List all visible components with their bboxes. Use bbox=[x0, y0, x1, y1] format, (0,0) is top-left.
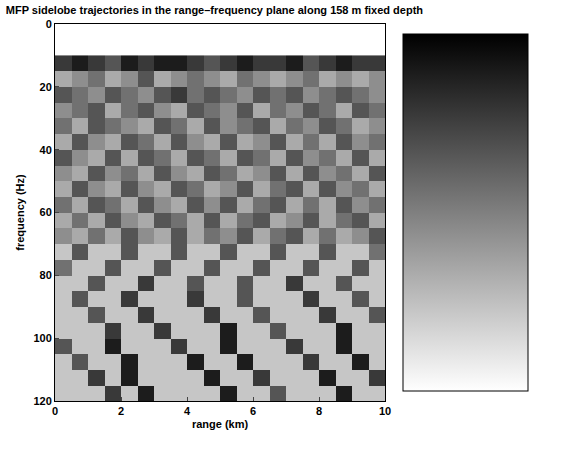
svg-text:10: 10 bbox=[379, 405, 391, 417]
svg-text:80: 80 bbox=[40, 269, 52, 281]
svg-text:40: 40 bbox=[40, 144, 52, 156]
svg-text:0: 0 bbox=[52, 405, 58, 417]
svg-text:6: 6 bbox=[250, 405, 256, 417]
svg-text:20: 20 bbox=[40, 81, 52, 93]
svg-text:120: 120 bbox=[33, 395, 51, 407]
svg-text:8: 8 bbox=[316, 405, 322, 417]
svg-text:100: 100 bbox=[33, 332, 51, 344]
svg-text:MFP sidelobe trajectories in t: MFP sidelobe trajectories in the range–f… bbox=[6, 4, 424, 16]
svg-text:range (km): range (km) bbox=[192, 418, 249, 430]
svg-text:frequency (Hz): frequency (Hz) bbox=[14, 174, 26, 251]
svg-text:4: 4 bbox=[184, 405, 191, 417]
svg-text:60: 60 bbox=[40, 206, 52, 218]
svg-text:2: 2 bbox=[118, 405, 124, 417]
svg-text:0: 0 bbox=[46, 18, 52, 30]
